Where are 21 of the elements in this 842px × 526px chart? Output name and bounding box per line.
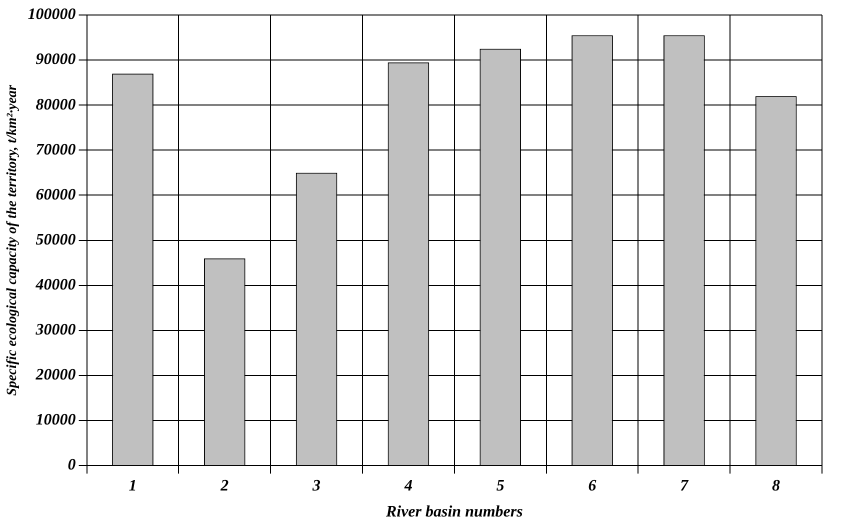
x-tick-label: 1 [128, 477, 137, 494]
x-tick-label: 6 [588, 477, 596, 494]
y-tick-label: 100000 [28, 6, 76, 24]
x-tick-label: 3 [312, 477, 321, 494]
x-tick-label: 5 [496, 477, 504, 494]
y-tick-label: 60000 [36, 186, 76, 204]
x-axis-title: River basin numbers [384, 504, 523, 521]
x-tick-label: 7 [680, 477, 690, 494]
y-tick-label: 80000 [36, 96, 76, 114]
x-tick-label: 2 [220, 477, 229, 494]
y-tick-label: 0 [68, 456, 76, 474]
y-tick-label: 50000 [36, 231, 76, 248]
y-tick-label: 10000 [36, 412, 76, 429]
y-tick-label: 20000 [34, 366, 76, 384]
y-axis-title: Specific ecological capacity of the territory, t/km²·year [5, 84, 20, 396]
y-tick-label: 30000 [34, 322, 76, 339]
x-tick-label: 8 [772, 477, 780, 494]
y-tick-label: 70000 [36, 141, 76, 158]
y-tick-label: 40000 [34, 276, 76, 294]
x-tick-label: 4 [403, 477, 412, 494]
y-tick-label: 90000 [36, 51, 76, 68]
